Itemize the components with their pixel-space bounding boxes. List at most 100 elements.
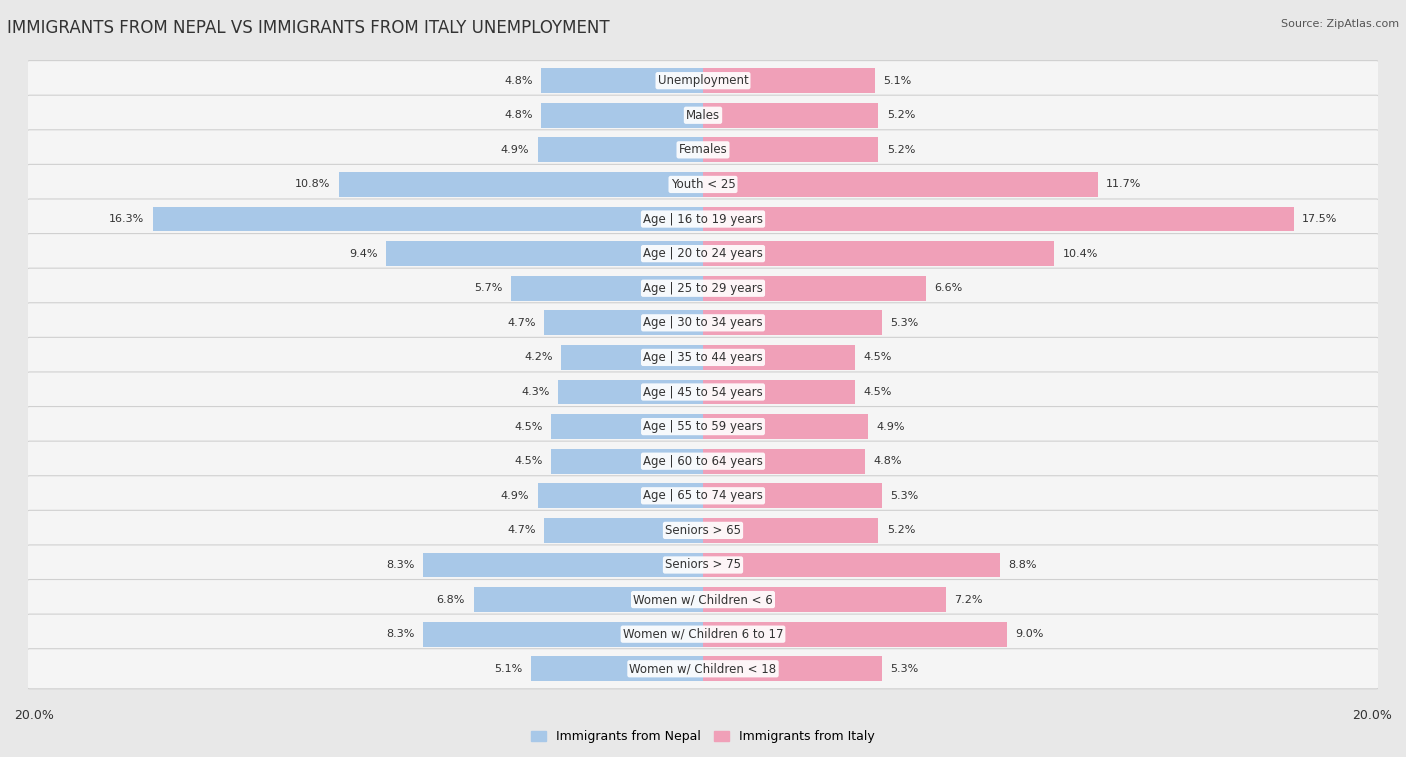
Text: 8.8%: 8.8%: [1008, 560, 1036, 570]
Bar: [561, 345, 703, 370]
FancyBboxPatch shape: [27, 199, 1379, 239]
Text: 4.5%: 4.5%: [515, 422, 543, 431]
Text: 20.0%: 20.0%: [14, 709, 53, 722]
Text: Age | 60 to 64 years: Age | 60 to 64 years: [643, 455, 763, 468]
Bar: [537, 138, 703, 162]
Bar: [558, 379, 703, 404]
FancyBboxPatch shape: [27, 164, 1379, 204]
Bar: [551, 414, 703, 439]
Text: 5.2%: 5.2%: [887, 525, 915, 535]
Text: Age | 30 to 34 years: Age | 30 to 34 years: [643, 316, 763, 329]
Text: Youth < 25: Youth < 25: [671, 178, 735, 191]
Text: Age | 35 to 44 years: Age | 35 to 44 years: [643, 351, 763, 364]
Bar: [544, 518, 703, 543]
Text: Seniors > 65: Seniors > 65: [665, 524, 741, 537]
Text: Age | 25 to 29 years: Age | 25 to 29 years: [643, 282, 763, 294]
Bar: [153, 207, 703, 232]
Text: 4.5%: 4.5%: [515, 456, 543, 466]
Bar: [703, 449, 865, 474]
Text: Women w/ Children < 18: Women w/ Children < 18: [630, 662, 776, 675]
Text: 4.5%: 4.5%: [863, 387, 891, 397]
Bar: [474, 587, 703, 612]
FancyBboxPatch shape: [27, 510, 1379, 550]
Bar: [703, 138, 879, 162]
Text: Unemployment: Unemployment: [658, 74, 748, 87]
Text: 5.2%: 5.2%: [887, 111, 915, 120]
Text: 4.8%: 4.8%: [505, 76, 533, 86]
Text: 9.0%: 9.0%: [1015, 629, 1043, 639]
Text: 20.0%: 20.0%: [1353, 709, 1392, 722]
FancyBboxPatch shape: [27, 129, 1379, 170]
Text: 5.3%: 5.3%: [890, 318, 918, 328]
FancyBboxPatch shape: [27, 234, 1379, 274]
FancyBboxPatch shape: [27, 407, 1379, 447]
Bar: [703, 621, 1007, 646]
Text: 5.7%: 5.7%: [474, 283, 502, 293]
FancyBboxPatch shape: [27, 580, 1379, 620]
Text: 9.4%: 9.4%: [349, 248, 377, 259]
Bar: [703, 379, 855, 404]
Bar: [339, 172, 703, 197]
FancyBboxPatch shape: [27, 61, 1379, 101]
Text: 4.3%: 4.3%: [522, 387, 550, 397]
Bar: [703, 207, 1294, 232]
Text: Source: ZipAtlas.com: Source: ZipAtlas.com: [1281, 19, 1399, 29]
Text: 5.3%: 5.3%: [890, 664, 918, 674]
FancyBboxPatch shape: [27, 95, 1379, 136]
Text: 7.2%: 7.2%: [955, 594, 983, 605]
FancyBboxPatch shape: [27, 649, 1379, 689]
Text: 10.4%: 10.4%: [1063, 248, 1098, 259]
Text: 4.8%: 4.8%: [505, 111, 533, 120]
Bar: [703, 103, 879, 128]
FancyBboxPatch shape: [27, 372, 1379, 412]
FancyBboxPatch shape: [27, 614, 1379, 654]
Text: Age | 65 to 74 years: Age | 65 to 74 years: [643, 489, 763, 503]
Text: IMMIGRANTS FROM NEPAL VS IMMIGRANTS FROM ITALY UNEMPLOYMENT: IMMIGRANTS FROM NEPAL VS IMMIGRANTS FROM…: [7, 19, 610, 37]
Text: Women w/ Children < 6: Women w/ Children < 6: [633, 593, 773, 606]
Text: Age | 20 to 24 years: Age | 20 to 24 years: [643, 247, 763, 260]
Bar: [703, 310, 882, 335]
Legend: Immigrants from Nepal, Immigrants from Italy: Immigrants from Nepal, Immigrants from I…: [526, 725, 880, 748]
Bar: [510, 276, 703, 301]
Text: 5.3%: 5.3%: [890, 491, 918, 501]
Text: 4.5%: 4.5%: [863, 353, 891, 363]
Text: 4.9%: 4.9%: [501, 491, 529, 501]
Text: 8.3%: 8.3%: [387, 629, 415, 639]
Text: 5.1%: 5.1%: [883, 76, 911, 86]
Bar: [423, 553, 703, 578]
Text: 10.8%: 10.8%: [295, 179, 330, 189]
Text: 6.6%: 6.6%: [934, 283, 962, 293]
Text: 4.7%: 4.7%: [508, 525, 536, 535]
Bar: [544, 310, 703, 335]
Bar: [703, 241, 1054, 266]
Bar: [703, 414, 869, 439]
Bar: [531, 656, 703, 681]
Bar: [551, 449, 703, 474]
FancyBboxPatch shape: [27, 545, 1379, 585]
Text: Seniors > 75: Seniors > 75: [665, 559, 741, 572]
Bar: [703, 518, 879, 543]
FancyBboxPatch shape: [27, 268, 1379, 308]
Bar: [423, 621, 703, 646]
Text: 17.5%: 17.5%: [1302, 214, 1337, 224]
Text: 4.9%: 4.9%: [877, 422, 905, 431]
Text: Males: Males: [686, 109, 720, 122]
Text: 8.3%: 8.3%: [387, 560, 415, 570]
Bar: [703, 172, 1098, 197]
FancyBboxPatch shape: [27, 338, 1379, 378]
Text: Age | 45 to 54 years: Age | 45 to 54 years: [643, 385, 763, 398]
Bar: [537, 483, 703, 508]
FancyBboxPatch shape: [27, 475, 1379, 516]
Bar: [703, 276, 925, 301]
Bar: [703, 483, 882, 508]
FancyBboxPatch shape: [27, 303, 1379, 343]
FancyBboxPatch shape: [27, 441, 1379, 481]
Text: 4.7%: 4.7%: [508, 318, 536, 328]
Text: Females: Females: [679, 143, 727, 157]
Text: 4.8%: 4.8%: [873, 456, 901, 466]
Text: Women w/ Children 6 to 17: Women w/ Children 6 to 17: [623, 628, 783, 640]
Bar: [703, 656, 882, 681]
Text: 11.7%: 11.7%: [1107, 179, 1142, 189]
Bar: [541, 103, 703, 128]
Text: Age | 55 to 59 years: Age | 55 to 59 years: [643, 420, 763, 433]
